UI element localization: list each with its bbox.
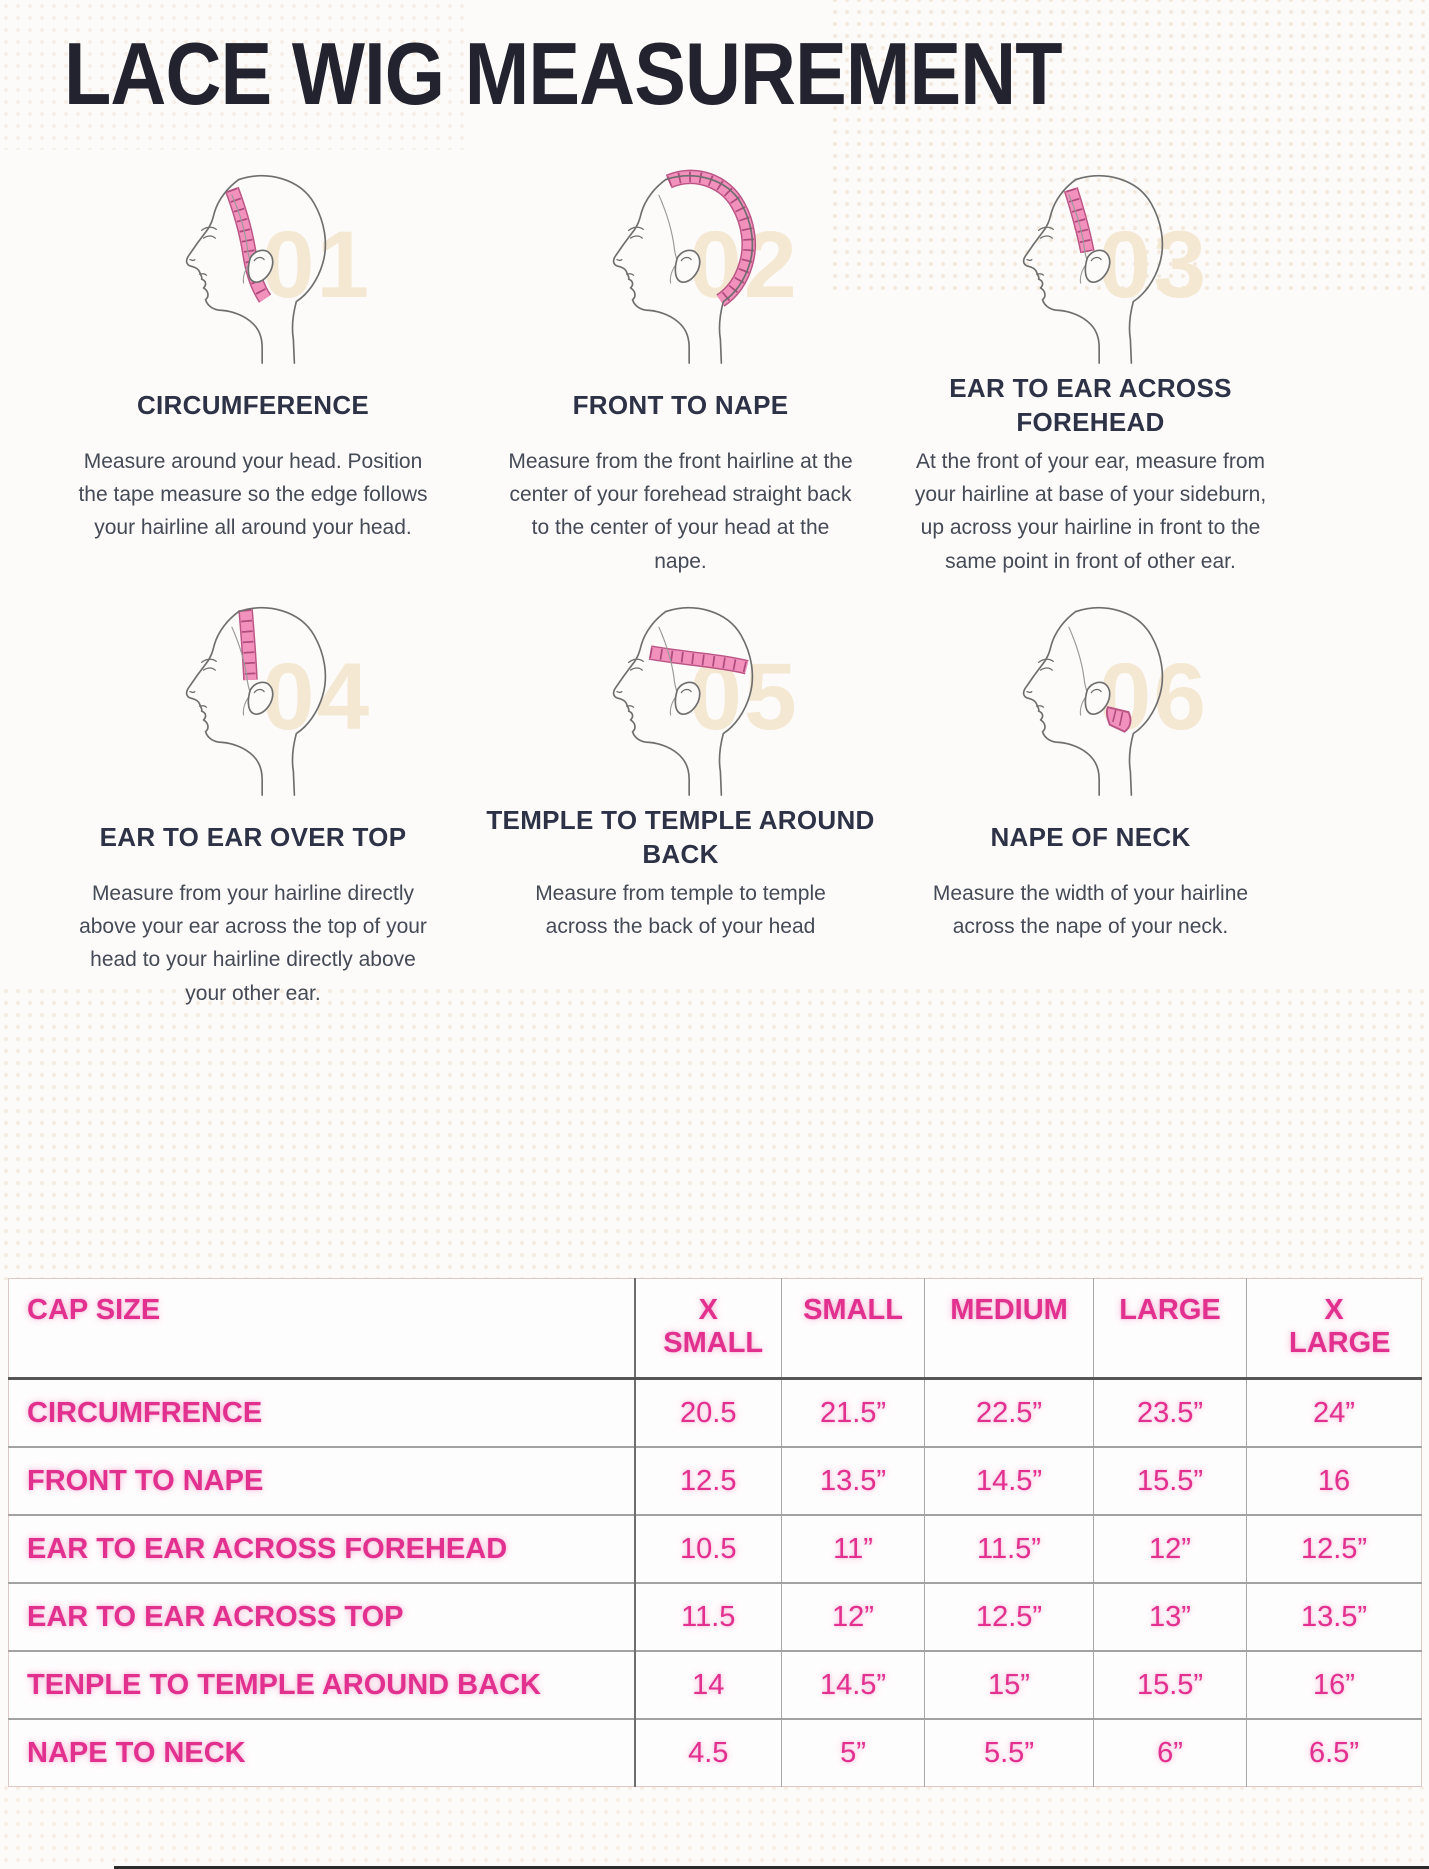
card-title: TEMPLE TO TEMPLE AROUND BACK — [486, 805, 875, 869]
card-front-to-nape: 02 FRONT TO NAPE Measure from the front … — [468, 162, 893, 594]
column-header-small: SMALL — [781, 1278, 925, 1380]
head-diagram-ear-to-ear-over-top: 04 — [38, 594, 468, 799]
card-description: Measure from the front hairline at the c… — [508, 450, 853, 573]
table-cell: 12” — [1093, 1514, 1247, 1583]
card-title: NAPE OF NECK — [990, 822, 1191, 853]
card-title: EAR TO EAR OVER TOP — [99, 822, 407, 853]
step-number: 03 — [1098, 212, 1209, 318]
table-cell: 6.5” — [1246, 1718, 1422, 1787]
head-diagram-front-to-nape: 02 — [468, 162, 893, 367]
head-illustration-temple-to-temple-icon — [612, 606, 754, 796]
table-cell: 24” — [1246, 1377, 1422, 1447]
page-title: LACE WIG MEASUREMENT — [64, 24, 1063, 123]
table-cell: 13” — [1093, 1582, 1247, 1651]
table-cell: 14 — [634, 1650, 782, 1719]
card-description: Measure from your hairline directly abov… — [79, 882, 427, 1005]
row-label: TENPLE TO TEMPLE AROUND BACK — [8, 1650, 636, 1719]
column-header-cap-size: CAP SIZE — [8, 1278, 636, 1380]
table-cell: 5” — [781, 1718, 925, 1787]
table-cell: 15.5” — [1093, 1446, 1247, 1515]
row-label: EAR TO EAR ACROSS TOP — [8, 1582, 636, 1651]
table-cell: 20.5 — [634, 1377, 782, 1447]
table-row-circumfrence: CIRCUMFRENCE 20.5 21.5” 22.5” 23.5” 24” — [8, 1377, 1422, 1447]
table-cell: 15.5” — [1093, 1650, 1247, 1719]
table-cell: 14.5” — [781, 1650, 925, 1719]
table-row-front-to-nape: FRONT TO NAPE 12.5 13.5” 14.5” 15.5” 16 — [8, 1446, 1422, 1515]
table-cell: 23.5” — [1093, 1377, 1247, 1447]
row-label: FRONT TO NAPE — [8, 1446, 636, 1515]
table-cell: 4.5 — [634, 1718, 782, 1787]
table-cell: 22.5” — [924, 1377, 1094, 1447]
table-cell: 14.5” — [924, 1446, 1094, 1515]
card-description: Measure the width of your hairline acros… — [932, 882, 1249, 939]
table-cell: 11.5” — [924, 1514, 1094, 1583]
card-description: Measure around your head. Position the t… — [78, 450, 428, 540]
head-diagram-circumference: 01 — [38, 162, 468, 367]
measurement-cards-grid: 01 CIRCUMFERENCE Measure around your hea… — [38, 162, 1429, 1278]
table-cell: 13.5” — [781, 1446, 925, 1515]
table-cell: 11” — [781, 1514, 925, 1583]
head-illustration-nape-of-neck-icon — [1022, 606, 1164, 796]
table-cell: 21.5” — [781, 1377, 925, 1447]
step-number: 01 — [261, 212, 372, 318]
table-row-nape-to-neck: NAPE TO NECK 4.5 5” 5.5” 6” 6.5” — [8, 1718, 1422, 1787]
table-row-ear-to-ear-across-forehead: EAR TO EAR ACROSS FOREHEAD 10.5 11” 11.5… — [8, 1514, 1422, 1583]
card-temple-to-temple: 05 TEMPLE TO TEMPLE AROUND BACK Measure … — [468, 594, 893, 1278]
table-cell: 10.5 — [634, 1514, 782, 1583]
head-illustration-ear-to-ear-over-top-icon — [185, 606, 326, 796]
card-circumference: 01 CIRCUMFERENCE Measure around your hea… — [38, 162, 468, 594]
table-row-ear-to-ear-across-top: EAR TO EAR ACROSS TOP 11.5 12” 12.5” 13”… — [8, 1582, 1422, 1651]
column-header-large: LARGE — [1093, 1278, 1247, 1380]
card-ear-to-ear-over-top: 04 EAR TO EAR OVER TOP Measure from your… — [38, 594, 468, 1278]
step-number: 04 — [261, 644, 372, 750]
table-cell: 12.5 — [634, 1446, 782, 1515]
head-diagram-temple-to-temple: 05 — [468, 594, 893, 799]
card-nape-of-neck: 06 NAPE OF NECK Measure the width of you… — [893, 594, 1288, 1278]
head-illustration-circumference-icon — [185, 174, 326, 364]
column-header-x-small: X SMALL — [634, 1278, 782, 1380]
row-label: EAR TO EAR ACROSS FOREHEAD — [8, 1514, 636, 1583]
halftone-pattern — [0, 1782, 1429, 1869]
card-title: EAR TO EAR ACROSS FOREHEAD — [949, 373, 1232, 437]
page-header: LACE WIG MEASUREMENT — [0, 0, 1429, 150]
bottom-border-line — [114, 1866, 1429, 1869]
table-cell: 12” — [781, 1582, 925, 1651]
column-header-x-large: X LARGE — [1246, 1278, 1422, 1380]
table-cell: 16 — [1246, 1446, 1422, 1515]
table-cell: 16” — [1246, 1650, 1422, 1719]
card-ear-to-ear-across-forehead: 03 EAR TO EAR ACROSS FOREHEAD At the fro… — [893, 162, 1288, 594]
table-cell: 12.5” — [1246, 1514, 1422, 1583]
table-cell: 12.5” — [924, 1582, 1094, 1651]
head-illustration-front-to-nape-icon — [612, 169, 757, 364]
card-description: Measure from temple to temple across the… — [535, 882, 826, 939]
row-label: CIRCUMFRENCE — [8, 1377, 636, 1447]
table-cell: 6” — [1093, 1718, 1247, 1787]
head-diagram-nape-of-neck: 06 — [893, 594, 1288, 799]
cap-size-table: CAP SIZE X SMALL SMALL MEDIUM LARGE X LA… — [8, 1278, 1422, 1787]
card-description: At the front of your ear, measure from y… — [914, 450, 1267, 573]
head-illustration-ear-to-ear-forehead-icon — [1022, 174, 1164, 364]
column-header-medium: MEDIUM — [924, 1278, 1094, 1380]
table-cell: 11.5 — [634, 1582, 782, 1651]
table-cell: 13.5” — [1246, 1582, 1422, 1651]
card-title: FRONT TO NAPE — [572, 390, 789, 421]
table-row-temple-to-temple-around-back: TENPLE TO TEMPLE AROUND BACK 14 14.5” 15… — [8, 1650, 1422, 1719]
table-cell: 15” — [924, 1650, 1094, 1719]
row-label: NAPE TO NECK — [8, 1718, 636, 1787]
table-cell: 5.5” — [924, 1718, 1094, 1787]
size-table-section: CAP SIZE X SMALL SMALL MEDIUM LARGE X LA… — [0, 1278, 1429, 1787]
table-header-row: CAP SIZE X SMALL SMALL MEDIUM LARGE X LA… — [8, 1278, 1422, 1380]
card-title: CIRCUMFERENCE — [136, 390, 370, 421]
head-diagram-ear-to-ear-forehead: 03 — [893, 162, 1288, 367]
